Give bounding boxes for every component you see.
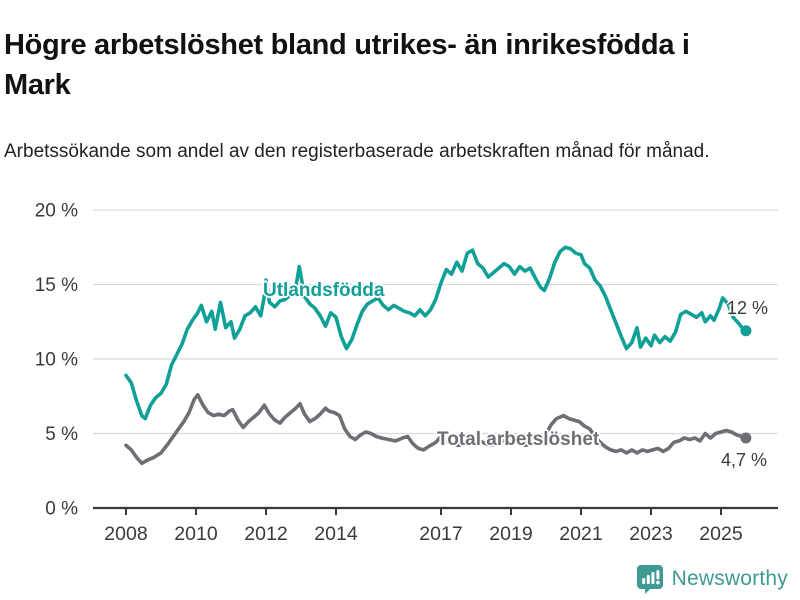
y-tick-label: 0 % [45, 499, 78, 520]
y-tick-label: 15 % [35, 275, 78, 296]
bar-3 [651, 572, 655, 584]
exclamation-stem [656, 570, 660, 580]
series-end-dot [740, 325, 752, 337]
series-label-utlandsfodda: Utlandsfödda [263, 280, 385, 301]
x-tick-label: 2019 [489, 523, 532, 545]
brand-name: Newsworthy [671, 567, 788, 590]
series-end-dot [740, 432, 752, 444]
y-tick-label: 5 % [45, 424, 78, 445]
page-subtitle: Arbetssökande som andel av den registerb… [4, 141, 710, 162]
exclamation-dot [655, 580, 660, 585]
x-tick-label: 2021 [559, 523, 602, 545]
end-value-label-utlandsfodda: 12 % [727, 298, 769, 318]
page-title: Högre arbetslöshet bland utrikes- än inr… [4, 29, 690, 102]
bar-2 [646, 575, 650, 584]
newsworthy-icon [636, 565, 663, 594]
series-line [124, 393, 748, 466]
x-tick-label: 2023 [629, 523, 672, 545]
series-label-total: Total arbetslöshet [437, 429, 600, 450]
x-tick-label: 2008 [104, 523, 147, 545]
x-tick-label: 2012 [244, 523, 287, 545]
y-tick-label: 10 % [35, 350, 78, 371]
bar-1 [641, 578, 645, 584]
series-line [124, 245, 748, 421]
x-tick-label: 2017 [419, 523, 462, 545]
chart-svg: 0 % 5 % 10 % 15 % 20 % 2008 2010 2012 2014 2017 20… [35, 201, 778, 545]
x-tick-label: 2010 [174, 523, 218, 545]
x-tick-label: 2025 [699, 523, 743, 545]
x-tick-label: 2014 [314, 523, 358, 545]
end-value-label-total: 4,7 % [721, 450, 768, 470]
y-tick-label: 20 % [35, 201, 78, 222]
speech-bubble-shape [636, 565, 663, 594]
brand-lockup: Newsworthy [636, 563, 788, 595]
